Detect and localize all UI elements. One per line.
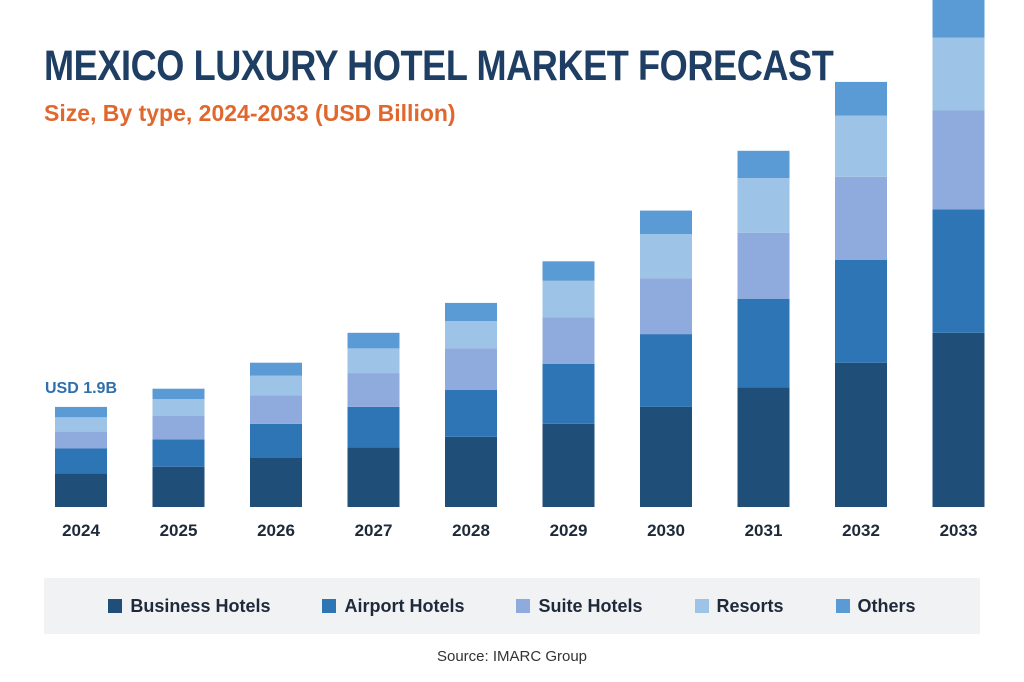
bar-segment-2033-resorts xyxy=(932,37,985,111)
bar-segment-2031-resorts xyxy=(737,178,790,233)
bar-segment-2024-others xyxy=(55,406,107,418)
bar-segment-2024-business-hotels xyxy=(55,473,107,507)
bar-segment-2032-others xyxy=(835,81,887,116)
bar-segment-2024-airport-hotels xyxy=(55,448,107,474)
bar-segment-2027-suite-hotels xyxy=(347,373,400,407)
bar-segment-2032-airport-hotels xyxy=(835,260,887,363)
bar-segment-2031-business-hotels xyxy=(737,387,790,507)
chart-subtitle: Size, By type, 2024-2033 (USD Billion) xyxy=(44,100,456,126)
bar-segment-2030-business-hotels xyxy=(640,406,692,507)
legend-swatch xyxy=(516,599,531,613)
bar-segment-2029-suite-hotels xyxy=(542,317,595,364)
bars-layer xyxy=(55,0,985,507)
x-tick-label: 2027 xyxy=(355,521,393,540)
bar-segment-2025-suite-hotels xyxy=(152,416,205,440)
legend-item-others: Others xyxy=(835,595,916,617)
bar-segment-2027-business-hotels xyxy=(347,447,400,507)
bar-segment-2028-suite-hotels xyxy=(445,348,497,390)
bar-segment-2033-suite-hotels xyxy=(932,110,985,210)
x-tick-label: 2024 xyxy=(62,521,100,540)
bar-segment-2033-airport-hotels xyxy=(932,209,985,333)
bar-segment-2029-resorts xyxy=(542,280,595,318)
legend-item-suite-hotels: Suite Hotels xyxy=(516,595,643,617)
bar-segment-2031-others xyxy=(737,150,790,179)
x-tick-label: 2032 xyxy=(842,521,880,540)
legend-swatch xyxy=(322,599,337,613)
bar-segment-2029-business-hotels xyxy=(542,423,595,507)
legend-item-airport-hotels: Airport Hotels xyxy=(322,596,464,617)
bar-segment-2028-airport-hotels xyxy=(445,390,497,437)
x-tick-label: 2025 xyxy=(160,521,198,540)
legend-item-business-hotels: Business Hotels xyxy=(108,596,270,617)
bar-segment-2030-resorts xyxy=(640,234,692,279)
x-axis-ticks: 2024 2025 2026 2027 2028 2029 2030 2031 2032 2033 xyxy=(62,521,977,540)
bar-segment-2025-airport-hotels xyxy=(152,439,205,467)
bar-segment-2030-suite-hotels xyxy=(640,278,692,335)
legend-swatch xyxy=(835,599,850,613)
bar-segment-2031-suite-hotels xyxy=(737,232,790,299)
bar-segment-2027-airport-hotels xyxy=(347,406,400,448)
legend-label: Business Hotels xyxy=(130,595,271,616)
bar-segment-2024-resorts xyxy=(55,417,107,432)
legend-swatch xyxy=(108,599,123,613)
bar-segment-2028-business-hotels xyxy=(445,436,497,507)
bar-segment-2026-resorts xyxy=(250,375,302,396)
total-annotation-2024: USD 1.9B xyxy=(45,380,117,397)
bar-segment-2026-airport-hotels xyxy=(250,423,302,458)
x-tick-label: 2029 xyxy=(550,521,588,540)
legend-swatch xyxy=(694,599,709,613)
bar-segment-2025-resorts xyxy=(152,399,205,416)
legend-label: Resorts xyxy=(716,595,784,616)
source-note: Source: IMARC Group xyxy=(436,648,588,665)
bar-segment-2030-airport-hotels xyxy=(640,334,692,407)
x-tick-label: 2028 xyxy=(452,521,490,540)
bar-segment-2027-others xyxy=(347,332,400,349)
bar-segment-2028-resorts xyxy=(445,321,497,349)
bar-segment-2028-others xyxy=(445,302,497,322)
legend: Business Hotels Airport Hotels Suite Hotel… xyxy=(44,578,980,634)
x-tick-label: 2026 xyxy=(257,521,295,540)
legend-label: Others xyxy=(857,595,916,616)
legend-label: Airport Hotels xyxy=(344,595,465,616)
bar-segment-2026-suite-hotels xyxy=(250,395,302,424)
bar-segment-2030-others xyxy=(640,210,692,234)
bar-segment-2026-business-hotels xyxy=(250,457,302,507)
bar-segment-2033-business-hotels xyxy=(932,332,985,507)
bar-segment-2026-others xyxy=(250,362,302,376)
bar-segment-2032-business-hotels xyxy=(835,362,887,507)
bar-segment-2024-suite-hotels xyxy=(55,431,107,449)
bar-segment-2032-suite-hotels xyxy=(835,176,887,260)
bar-segment-2031-airport-hotels xyxy=(737,299,790,388)
x-tick-label: 2030 xyxy=(647,521,685,540)
chart-title: MEXICO LUXURY HOTEL MARKET FORECAST xyxy=(44,42,834,90)
bar-chart: 2024 2025 2026 2027 2028 2029 2030 2031 2032 2033… xyxy=(45,0,985,540)
x-tick-label: 2033 xyxy=(940,521,978,540)
x-tick-label: 2031 xyxy=(745,521,783,540)
bar-segment-2032-resorts xyxy=(835,115,887,177)
bar-segment-2025-others xyxy=(152,388,205,400)
annotations-layer: USD 1.9BUSD 3.2 B xyxy=(45,380,117,397)
bar-segment-2025-business-hotels xyxy=(152,466,205,507)
legend-label: Suite Hotels xyxy=(538,595,643,616)
bar-segment-2029-others xyxy=(542,261,595,281)
legend-item-resorts: Resorts xyxy=(694,595,784,617)
bar-segment-2029-airport-hotels xyxy=(542,364,595,424)
bar-segment-2027-resorts xyxy=(347,348,400,374)
bar-segment-2033-others xyxy=(932,0,985,38)
